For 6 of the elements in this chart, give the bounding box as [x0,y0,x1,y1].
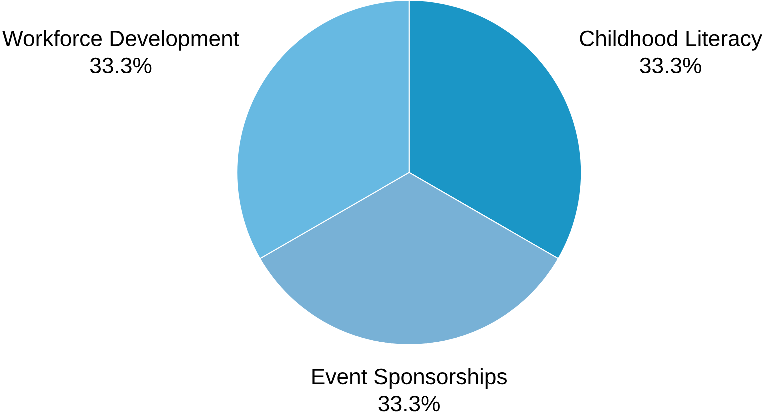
data-label: 33.3% [378,396,440,412]
slice-label: Event Sponsorships [312,368,507,389]
slice-label: Workforce Development [2,30,240,51]
data-label: 33.3% [90,58,152,74]
slice-label: Childhood Literacy [580,30,762,51]
data-label: 33.3% [640,58,702,74]
